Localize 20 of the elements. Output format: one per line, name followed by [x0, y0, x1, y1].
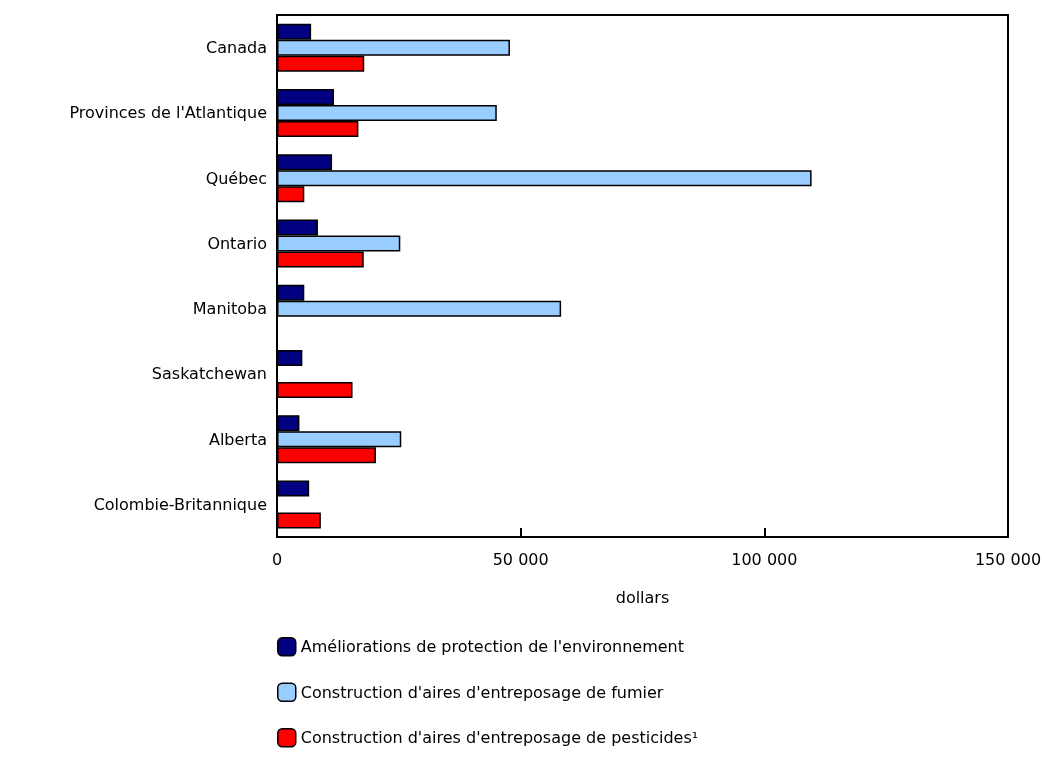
x-axis-title: dollars [615, 587, 670, 607]
bar [277, 349, 303, 366]
y-tick-label: Provinces de l'Atlantique [69, 103, 267, 123]
x-tick-label: 0 [271, 549, 283, 569]
x-tick-label: 50 000 [492, 549, 549, 569]
y-tick-label: Alberta [208, 429, 267, 449]
y-tick-label: Ontario [207, 233, 267, 253]
bar [277, 480, 310, 497]
legend-label: Améliorations de protection de l'environnement [300, 637, 684, 657]
y-tick-label: Manitoba [192, 299, 267, 319]
x-tick-label: 150 000 [974, 549, 1042, 569]
legend-label: Construction d'aires d'entreposage de pesticides¹ [300, 728, 699, 748]
y-tick-label: Québec [205, 168, 267, 188]
y-tick-label: Canada [206, 38, 267, 58]
x-tick-label: 100 000 [731, 549, 798, 569]
y-tick-label: Saskatchewan [151, 364, 267, 384]
legend-label: Construction d'aires d'entreposage de fumier [300, 682, 664, 702]
bar [277, 381, 353, 398]
bar [277, 512, 321, 529]
y-tick-label: Colombie-Britannique [93, 494, 267, 514]
